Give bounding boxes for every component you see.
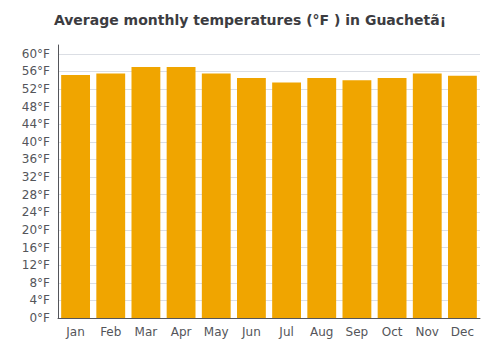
svg-text:36°F: 36°F <box>22 152 50 166</box>
svg-text:Average monthly temperatures (: Average monthly temperatures (°F ) in Gu… <box>54 12 446 28</box>
svg-text:4°F: 4°F <box>29 293 50 307</box>
svg-text:32°F: 32°F <box>22 170 50 184</box>
svg-text:60°F: 60°F <box>22 47 50 61</box>
svg-text:Sep: Sep <box>346 325 369 339</box>
svg-text:Nov: Nov <box>416 325 439 339</box>
svg-text:16°F: 16°F <box>22 241 50 255</box>
svg-text:Jan: Jan <box>65 325 85 339</box>
svg-text:Jun: Jun <box>241 325 261 339</box>
svg-text:24°F: 24°F <box>22 205 50 219</box>
svg-text:40°F: 40°F <box>22 135 50 149</box>
svg-text:48°F: 48°F <box>22 100 50 114</box>
svg-text:Jul: Jul <box>278 325 293 339</box>
svg-text:May: May <box>204 325 229 339</box>
svg-text:Dec: Dec <box>451 325 474 339</box>
svg-text:0°F: 0°F <box>29 311 50 325</box>
svg-text:52°F: 52°F <box>22 82 50 96</box>
svg-text:28°F: 28°F <box>22 188 50 202</box>
svg-text:44°F: 44°F <box>22 117 50 131</box>
svg-text:12°F: 12°F <box>22 258 50 272</box>
svg-text:Feb: Feb <box>100 325 121 339</box>
svg-text:20°F: 20°F <box>22 223 50 237</box>
svg-text:Oct: Oct <box>382 325 403 339</box>
svg-text:56°F: 56°F <box>22 64 50 78</box>
svg-text:8°F: 8°F <box>29 276 50 290</box>
svg-text:Apr: Apr <box>171 325 192 339</box>
svg-text:Mar: Mar <box>135 325 158 339</box>
svg-text:Aug: Aug <box>310 325 333 339</box>
